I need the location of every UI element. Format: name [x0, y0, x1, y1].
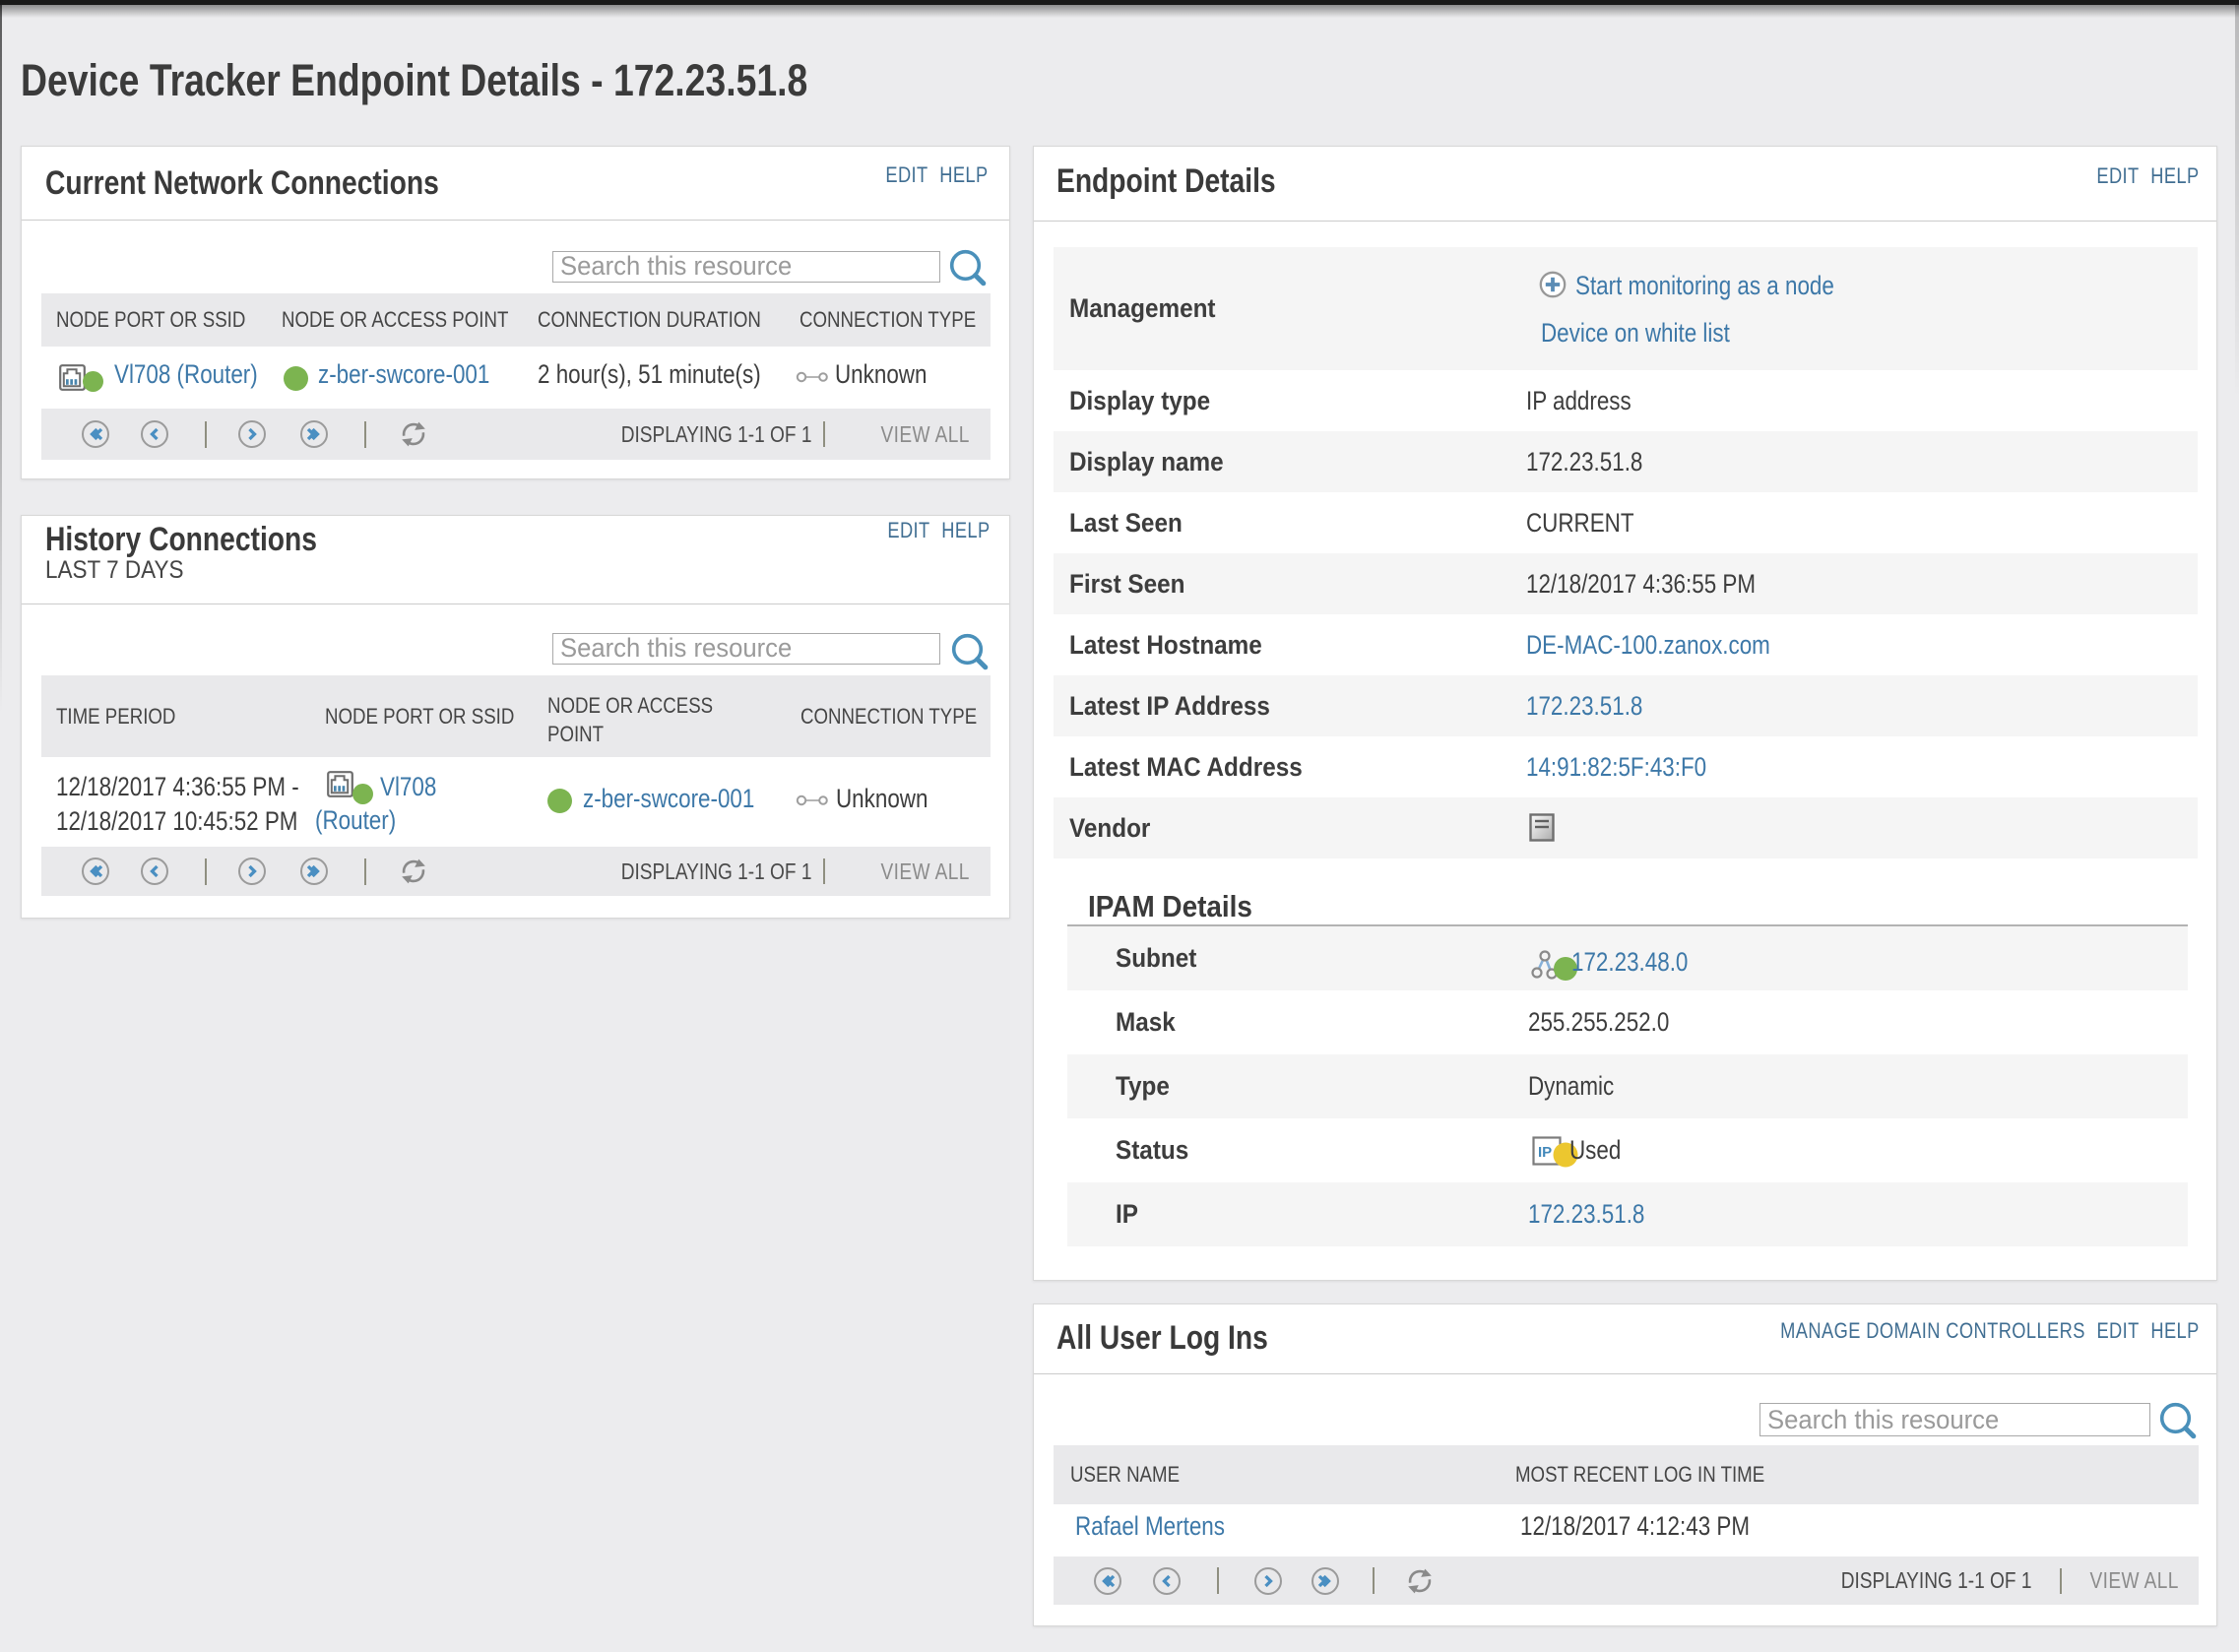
svg-text:IP: IP — [1538, 1144, 1552, 1161]
